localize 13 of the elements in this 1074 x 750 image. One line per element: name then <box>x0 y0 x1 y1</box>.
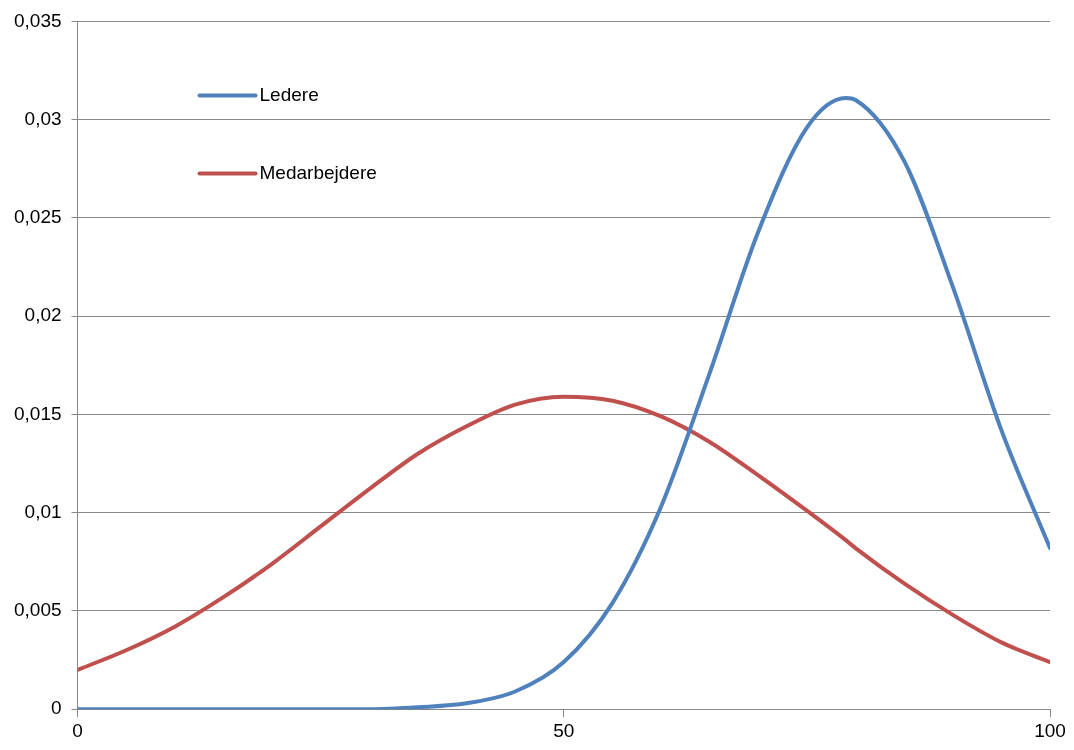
y-tick-label: 0,035 <box>14 9 62 31</box>
y-tick-label: 0,03 <box>24 107 62 129</box>
x-tick-label: 50 <box>553 719 575 741</box>
x-tick-label: 0 <box>72 719 83 741</box>
y-tick-label: 0,015 <box>14 402 62 424</box>
legend-label: Medarbejdere <box>259 161 377 183</box>
y-tick-label: 0,005 <box>14 599 62 621</box>
y-tick-label: 0 <box>50 697 62 719</box>
x-tick-label: 100 <box>1034 719 1066 741</box>
legend-label: Ledere <box>259 83 319 105</box>
y-tick-label: 0,025 <box>14 206 62 228</box>
y-tick-label: 0,02 <box>24 304 62 326</box>
y-tick-label: 0,01 <box>24 500 62 522</box>
